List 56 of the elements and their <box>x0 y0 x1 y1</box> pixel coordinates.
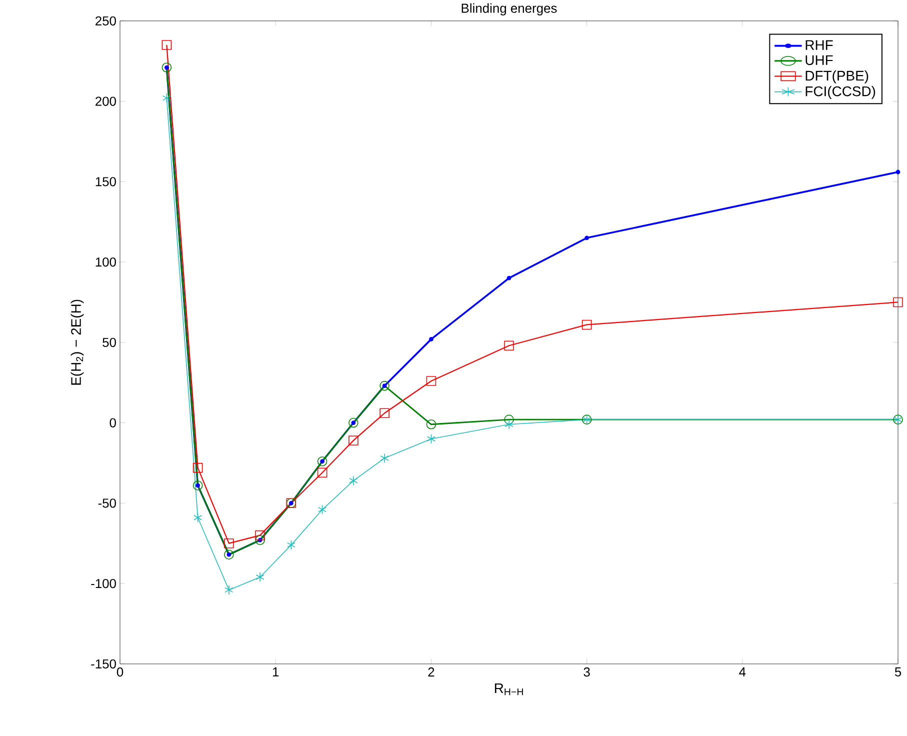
point <box>162 62 172 72</box>
y-tick-label: 150 <box>96 177 116 186</box>
y-tick-label: 250 <box>96 16 116 26</box>
y-axis-title: E(H$_{2}$) − 2E(H) <box>70 300 84 385</box>
y-tick-label: 50 <box>102 338 116 348</box>
point <box>162 93 171 104</box>
point <box>504 340 514 351</box>
point <box>194 512 202 523</box>
point <box>224 585 234 595</box>
point <box>317 468 328 478</box>
legend-label: RHF <box>806 40 833 50</box>
point <box>426 434 436 444</box>
legend-label: DFT(PBE) <box>806 70 868 84</box>
chart-title: Blinding energes <box>462 3 557 16</box>
point <box>380 408 390 418</box>
x-tick-label: 4 <box>739 667 746 676</box>
y-tick-label: 200 <box>96 96 116 106</box>
y-tick-label: -50 <box>98 498 116 508</box>
point <box>896 170 900 174</box>
legend-label: UHF <box>806 55 833 66</box>
x-tick-label: 5 <box>894 667 902 677</box>
point <box>286 540 296 550</box>
point <box>192 462 203 473</box>
y-tick-label: -150 <box>91 659 116 669</box>
point <box>256 572 264 582</box>
x-tick-label: 2 <box>428 667 434 677</box>
x-tick-label: 0 <box>116 667 124 677</box>
point <box>318 504 327 515</box>
point <box>348 436 358 446</box>
y-tick-label: 100 <box>96 257 116 267</box>
point <box>426 420 436 430</box>
point <box>224 538 234 548</box>
point <box>255 530 265 540</box>
point <box>255 535 265 546</box>
point <box>504 420 514 430</box>
point <box>162 40 172 50</box>
x-axis-title: R$_{H−H}$ <box>494 683 523 696</box>
point <box>582 320 592 330</box>
point <box>429 337 434 342</box>
x-tick-label: 3 <box>584 667 590 677</box>
point <box>317 456 328 466</box>
point <box>349 476 358 486</box>
point <box>584 236 590 240</box>
point <box>426 376 436 386</box>
point <box>380 453 389 464</box>
y-tick-label: 0 <box>110 418 116 428</box>
point <box>192 480 203 490</box>
point <box>504 414 514 425</box>
point <box>224 550 234 560</box>
y-tick-label: -100 <box>91 578 116 588</box>
point <box>348 418 358 428</box>
point <box>893 297 903 308</box>
point <box>380 380 390 391</box>
legend-label: FCI(CCSD) <box>806 86 876 100</box>
x-tick-label: 1 <box>272 667 279 676</box>
point <box>506 276 512 280</box>
